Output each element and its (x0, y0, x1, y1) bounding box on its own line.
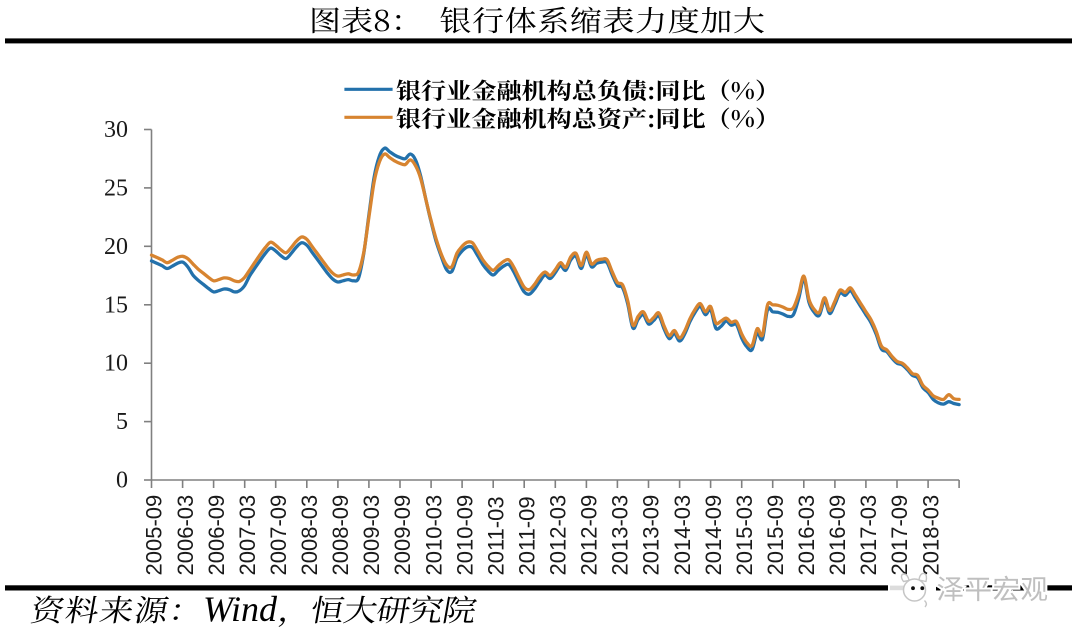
svg-text:2016-09: 2016-09 (825, 495, 850, 576)
svg-text:2010-09: 2010-09 (452, 495, 477, 576)
svg-text:2008-03: 2008-03 (297, 495, 322, 576)
svg-text:20: 20 (104, 234, 128, 260)
svg-text:25: 25 (104, 175, 128, 201)
svg-text:2006-09: 2006-09 (204, 495, 229, 576)
svg-text:2017-09: 2017-09 (887, 495, 912, 576)
svg-text:2007-03: 2007-03 (235, 495, 260, 576)
svg-text:2007-09: 2007-09 (266, 495, 291, 576)
svg-text:2014-03: 2014-03 (670, 495, 695, 576)
svg-text:2006-03: 2006-03 (173, 495, 198, 576)
svg-text:Wind: Wind (203, 589, 278, 629)
svg-text:2016-03: 2016-03 (794, 495, 819, 576)
svg-text:2018-03: 2018-03 (918, 495, 943, 576)
svg-text:2012-03: 2012-03 (546, 495, 571, 576)
svg-text:2005-09: 2005-09 (142, 495, 167, 576)
svg-text:2011-09: 2011-09 (514, 496, 539, 575)
svg-text:0: 0 (116, 468, 128, 494)
svg-text:2009-03: 2009-03 (359, 495, 384, 576)
svg-text:2008-09: 2008-09 (328, 495, 353, 576)
svg-text:2014-09: 2014-09 (701, 495, 726, 576)
svg-text:2013-09: 2013-09 (639, 495, 664, 576)
svg-text:2009-09: 2009-09 (390, 495, 415, 576)
svg-text:15: 15 (104, 292, 128, 318)
svg-text:2011-03: 2011-03 (483, 496, 508, 575)
svg-text:2010-03: 2010-03 (421, 495, 446, 576)
svg-text:10: 10 (104, 351, 128, 377)
svg-text:2017-03: 2017-03 (856, 495, 881, 576)
svg-text:2013-03: 2013-03 (608, 495, 633, 576)
svg-text:2015-09: 2015-09 (763, 495, 788, 576)
svg-text:5: 5 (116, 409, 128, 435)
svg-text:2015-03: 2015-03 (732, 495, 757, 576)
svg-text:2012-09: 2012-09 (577, 495, 602, 576)
svg-text:30: 30 (104, 117, 128, 143)
